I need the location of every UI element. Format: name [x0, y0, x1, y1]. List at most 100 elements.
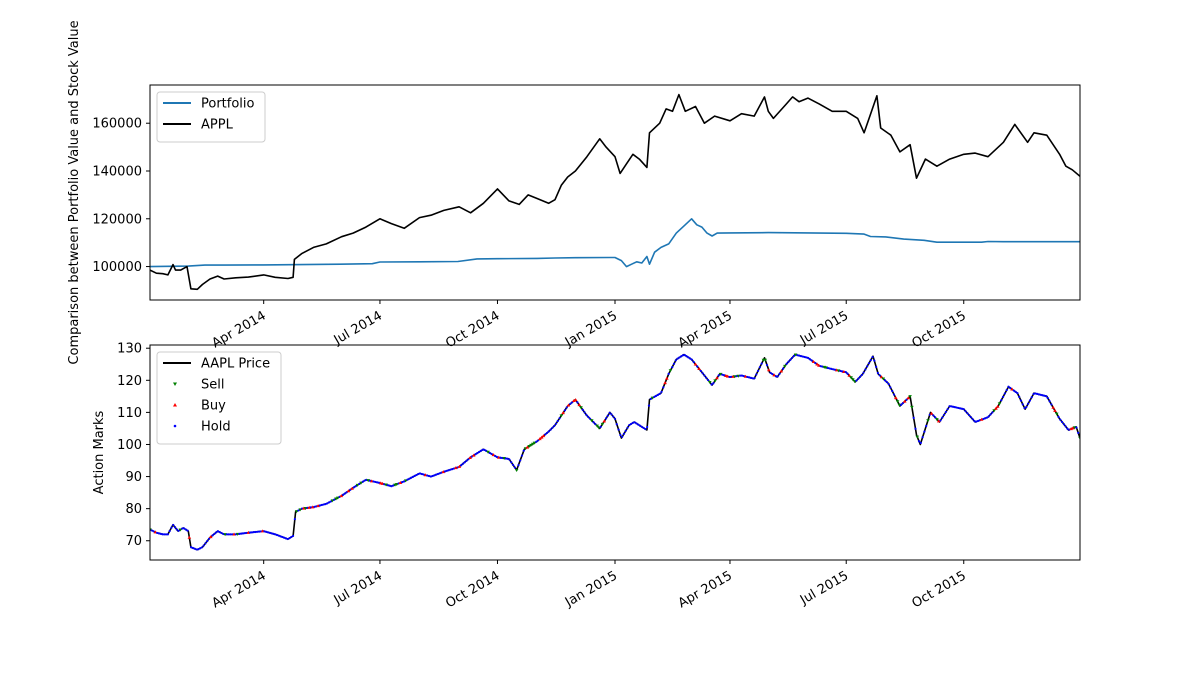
sell-marker: [579, 406, 583, 410]
axes-frame: [149, 344, 1081, 561]
sell-marker: [926, 419, 930, 423]
hold-marker: [413, 474, 416, 477]
buy-marker: [902, 399, 907, 403]
series-line-aapl-price: [150, 353, 1080, 551]
hold-marker: [855, 379, 858, 382]
hold-marker: [810, 359, 813, 362]
y-tick-label: 120: [117, 374, 142, 389]
hold-marker: [290, 535, 293, 539]
hold-marker: [985, 416, 989, 419]
hold-marker: [283, 536, 286, 539]
hold-marker: [445, 469, 448, 472]
hold-marker: [765, 363, 769, 367]
hold-marker: [876, 371, 880, 375]
hold-marker: [960, 407, 964, 410]
y-tick-label: 80: [125, 502, 142, 517]
hold-marker: [790, 356, 794, 360]
hold-marker: [637, 423, 640, 426]
hold-marker: [583, 411, 586, 414]
hold-marker: [617, 428, 620, 431]
hold-marker: [991, 411, 994, 414]
buy-marker: [572, 399, 576, 403]
legend-box: [156, 91, 266, 143]
hold-marker: [431, 474, 434, 478]
hold-marker: [989, 413, 992, 416]
hold-marker: [832, 368, 835, 371]
hold-marker: [721, 373, 724, 376]
hold-marker: [495, 455, 499, 459]
hold-marker: [649, 397, 652, 400]
x-tick-label: Apr 2015: [676, 568, 735, 611]
hold-marker: [372, 480, 375, 483]
x-tick-label: Jul 2014: [331, 568, 385, 608]
hold-marker: [177, 529, 180, 532]
buy-marker: [772, 373, 776, 377]
hold-marker: [474, 453, 477, 456]
buy-marker: [457, 464, 462, 468]
hold-marker: [808, 358, 812, 361]
hold-marker: [957, 406, 960, 410]
hold-marker: [912, 416, 915, 420]
hold-marker: [628, 423, 631, 427]
hold-marker: [229, 533, 232, 536]
hold-marker: [195, 548, 198, 551]
hold-marker: [297, 509, 300, 512]
sell-marker: [486, 450, 490, 454]
hold-marker: [461, 462, 465, 465]
hold-marker: [753, 377, 756, 380]
hold-marker: [504, 457, 508, 460]
sell-marker: [359, 481, 363, 485]
buy-marker: [1010, 387, 1014, 391]
hold-marker: [1000, 399, 1003, 402]
sell-marker: [836, 369, 841, 373]
hold-marker: [619, 433, 622, 437]
hold-marker: [717, 374, 720, 377]
hold-marker: [971, 418, 974, 421]
hold-marker: [914, 427, 917, 430]
hold-marker: [796, 354, 799, 357]
hold-marker: [599, 425, 602, 428]
hold-marker: [479, 449, 482, 452]
hold-marker: [646, 425, 649, 429]
hold-marker: [1005, 388, 1008, 392]
sell-marker: [589, 419, 594, 423]
hold-marker: [833, 368, 837, 371]
hold-marker: [696, 365, 699, 368]
hold-marker: [220, 531, 223, 535]
sell-marker: [514, 468, 519, 472]
hold-marker: [215, 531, 218, 534]
hold-marker: [710, 383, 713, 386]
hold-marker: [410, 476, 413, 479]
hold-marker: [417, 472, 420, 476]
hold-marker: [565, 406, 568, 409]
hold-marker: [272, 532, 275, 535]
hold-marker: [513, 466, 516, 469]
buy-marker: [316, 504, 320, 508]
hold-marker: [545, 431, 549, 435]
hold-marker: [227, 533, 230, 536]
sell-marker: [915, 435, 920, 439]
hold-marker: [774, 375, 778, 378]
hold-marker: [941, 416, 944, 419]
hold-marker: [390, 485, 393, 488]
hold-marker: [878, 374, 881, 377]
hold-marker: [1044, 395, 1048, 398]
hold-marker: [363, 479, 366, 482]
hold-marker: [606, 414, 609, 417]
hold-marker: [1062, 423, 1066, 426]
hold-marker: [828, 367, 831, 370]
hold-marker: [1075, 426, 1078, 429]
buy-marker: [929, 411, 934, 415]
hold-marker: [418, 472, 422, 475]
hold-marker: [1046, 397, 1049, 400]
hold-marker: [554, 422, 558, 425]
hold-marker: [397, 482, 400, 485]
hold-marker: [1066, 427, 1069, 430]
hold-marker: [655, 394, 658, 397]
hold-marker: [594, 422, 597, 426]
sell-marker: [881, 377, 886, 381]
hold-marker: [511, 463, 515, 467]
hold-marker: [612, 415, 615, 418]
hold-marker: [1032, 392, 1035, 396]
hold-marker: [241, 532, 245, 535]
